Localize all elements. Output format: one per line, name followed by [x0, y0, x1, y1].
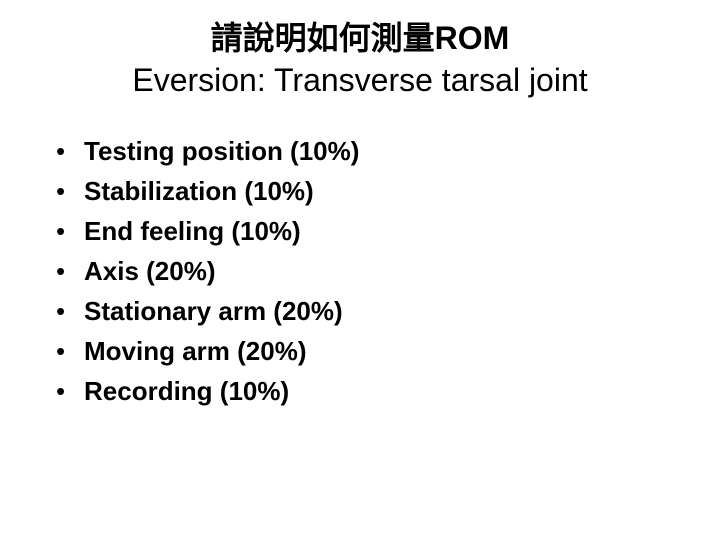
bullet-marker-icon: •: [56, 294, 84, 328]
list-item: • End feeling (10%): [56, 214, 680, 248]
bullet-marker-icon: •: [56, 134, 84, 168]
list-item: • Axis (20%): [56, 254, 680, 288]
bullet-text: End feeling (10%): [84, 214, 301, 248]
title-block: 請說明如何測量ROM Eversion: Transverse tarsal j…: [40, 18, 680, 100]
title-line-2: Eversion: Transverse tarsal joint: [40, 60, 680, 100]
bullet-text: Axis (20%): [84, 254, 216, 288]
bullet-marker-icon: •: [56, 214, 84, 248]
bullet-marker-icon: •: [56, 174, 84, 208]
bullet-text: Moving arm (20%): [84, 334, 307, 368]
bullet-marker-icon: •: [56, 374, 84, 408]
list-item: • Recording (10%): [56, 374, 680, 408]
bullet-text: Recording (10%): [84, 374, 289, 408]
bullet-text: Stabilization (10%): [84, 174, 314, 208]
list-item: • Moving arm (20%): [56, 334, 680, 368]
bullet-text: Testing position (10%): [84, 134, 359, 168]
bullet-marker-icon: •: [56, 254, 84, 288]
list-item: • Stabilization (10%): [56, 174, 680, 208]
title-line-1: 請說明如何測量ROM: [40, 18, 680, 58]
list-item: • Testing position (10%): [56, 134, 680, 168]
bullet-marker-icon: •: [56, 334, 84, 368]
list-item: • Stationary arm (20%): [56, 294, 680, 328]
bullet-list: • Testing position (10%) • Stabilization…: [40, 134, 680, 408]
slide: 請說明如何測量ROM Eversion: Transverse tarsal j…: [0, 0, 720, 540]
bullet-text: Stationary arm (20%): [84, 294, 343, 328]
